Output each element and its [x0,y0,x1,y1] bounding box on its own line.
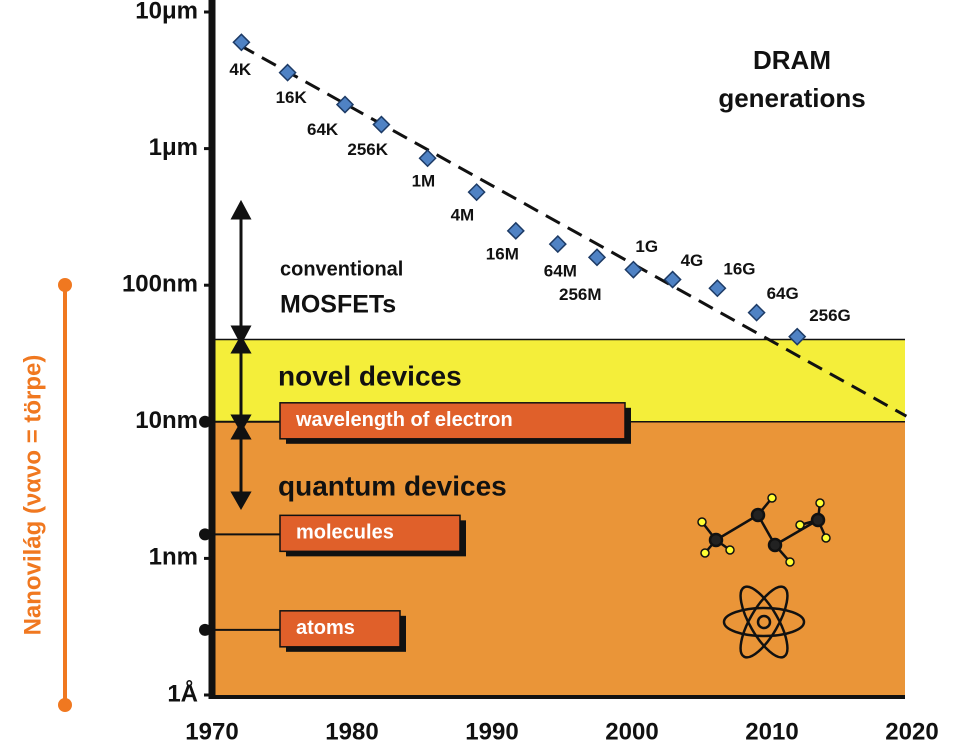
point-label: 4G [681,251,704,270]
point-label: 4M [451,206,475,225]
x-tick-label: 2020 [885,718,938,745]
region-label: MOSFETs [280,291,396,319]
x-tick-label: 1990 [465,718,518,745]
x-tick-label: 1980 [325,718,378,745]
point-label: 256G [809,306,851,325]
chart: DRAM generations Nanovilág (νανο = törpe… [0,0,958,750]
y-tick-label: 10nm [135,407,198,434]
y-tick-label: 1nm [149,544,198,571]
nano-range-end [58,698,72,712]
marker-dot [199,528,211,540]
point-label: 64M [544,262,577,281]
chart-title: generations [718,83,865,113]
y-tick-label: 1μm [149,134,198,161]
marker-label: molecules [296,522,394,544]
side-label: Nanovilág (νανο = törpe) [19,355,46,636]
marker-label: wavelength of electron [295,409,513,431]
region-label: quantum devices [278,470,507,501]
y-tick-label: 1Å [167,679,198,707]
point-label: 16M [486,244,519,263]
nano-range-end [58,278,72,292]
point-label: 64K [307,120,339,139]
y-tick-label: 100nm [122,271,198,298]
point-label: 16G [723,260,755,279]
point-label: 1M [412,172,436,191]
point-label: 64G [767,284,799,303]
x-tick-label: 1970 [185,718,238,745]
regions [212,12,905,695]
region-label: conventional [280,258,403,280]
marker-dot [199,624,211,636]
x-tick-label: 2000 [605,718,658,745]
point-label: 4K [229,60,251,79]
y-tick-label: 10μm [135,0,198,24]
point-label: 256M [559,285,602,304]
region [212,422,905,695]
marker-dot [199,416,211,428]
point-label: 16K [276,88,308,107]
chart-title: DRAM [753,45,831,75]
region-label: novel devices [278,360,462,391]
page: DRAM generations Nanovilág (νανο = törpe… [0,0,958,750]
x-tick-label: 2010 [745,718,798,745]
point-label: 1G [635,237,658,256]
marker-label: atoms [296,617,355,639]
point-label: 256K [347,140,388,159]
